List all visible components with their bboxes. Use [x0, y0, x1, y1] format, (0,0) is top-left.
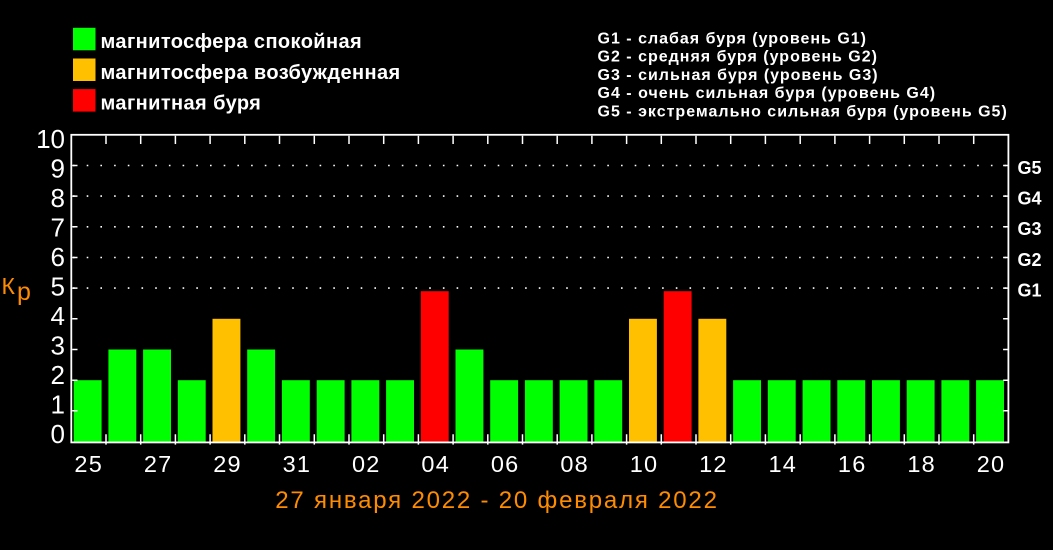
svg-text:6: 6	[51, 242, 65, 272]
svg-text:27 января 2022 - 20 февраля 20: 27 января 2022 - 20 февраля 2022	[275, 487, 718, 514]
svg-text:G2 - средняя буря (уровень G2): G2 - средняя буря (уровень G2)	[598, 49, 878, 66]
svg-text:G5: G5	[1018, 158, 1042, 178]
svg-text:9: 9	[51, 154, 65, 184]
svg-text:G1 - слабая буря (уровень G1): G1 - слабая буря (уровень G1)	[598, 30, 868, 47]
svg-text:04: 04	[421, 451, 450, 477]
svg-text:08: 08	[560, 451, 589, 477]
svg-text:31: 31	[283, 451, 312, 477]
svg-text:10: 10	[630, 451, 659, 477]
svg-text:20: 20	[977, 451, 1006, 477]
svg-text:2: 2	[51, 360, 65, 390]
svg-text:G1: G1	[1018, 280, 1042, 300]
svg-text:8: 8	[51, 183, 65, 213]
svg-text:14: 14	[769, 451, 798, 477]
svg-text:29: 29	[213, 451, 242, 477]
svg-text:16: 16	[838, 451, 867, 477]
svg-text:06: 06	[491, 451, 520, 477]
svg-text:12: 12	[699, 451, 728, 477]
svg-text:27: 27	[144, 451, 173, 477]
svg-text:G2: G2	[1018, 250, 1042, 270]
svg-text:7: 7	[51, 213, 65, 243]
svg-text:18: 18	[907, 451, 936, 477]
svg-text:р: р	[17, 278, 31, 306]
svg-text:G3 - сильная буря (уровень G3): G3 - сильная буря (уровень G3)	[598, 67, 879, 84]
svg-text:10: 10	[36, 124, 65, 154]
svg-text:магнитная буря: магнитная буря	[101, 92, 262, 114]
svg-text:1: 1	[51, 390, 65, 420]
svg-text:К: К	[2, 273, 16, 299]
svg-text:3: 3	[51, 331, 65, 361]
svg-text:G3: G3	[1018, 219, 1042, 239]
svg-text:магнитосфера спокойная: магнитосфера спокойная	[101, 31, 363, 53]
svg-text:5: 5	[51, 272, 65, 302]
svg-text:G4: G4	[1018, 188, 1042, 208]
svg-text:магнитосфера возбужденная: магнитосфера возбужденная	[101, 62, 401, 84]
svg-text:G5 - экстремально сильная буря: G5 - экстремально сильная буря (уровень …	[598, 104, 1008, 121]
svg-text:4: 4	[51, 301, 65, 331]
svg-text:25: 25	[74, 451, 103, 477]
svg-text:0: 0	[51, 419, 65, 449]
svg-text:G4 - очень сильная буря (урове: G4 - очень сильная буря (уровень G4)	[598, 85, 937, 102]
svg-text:02: 02	[352, 451, 381, 477]
